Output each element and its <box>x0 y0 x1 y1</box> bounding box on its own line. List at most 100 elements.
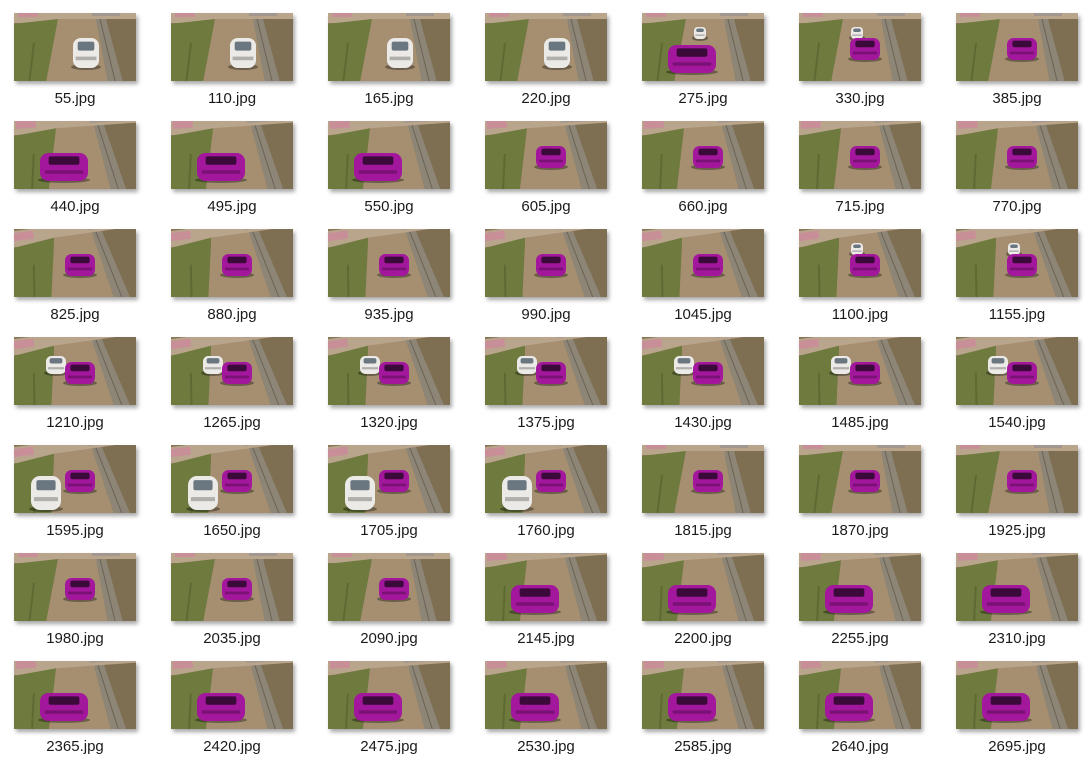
file-tile[interactable]: 1375.jpg <box>479 337 619 441</box>
file-tile[interactable]: 2145.jpg <box>479 553 619 657</box>
file-tile[interactable]: 2640.jpg <box>793 661 933 765</box>
file-tile[interactable]: 2035.jpg <box>165 553 305 657</box>
file-tile[interactable]: 770.jpg <box>950 121 1089 225</box>
file-tile[interactable]: 1045.jpg <box>636 229 776 333</box>
image-thumbnail[interactable] <box>14 661 136 729</box>
file-tile[interactable]: 2310.jpg <box>950 553 1089 657</box>
image-thumbnail[interactable] <box>956 445 1078 513</box>
file-tile[interactable]: 2365.jpg <box>8 661 148 765</box>
image-thumbnail[interactable] <box>799 445 921 513</box>
image-thumbnail[interactable] <box>485 553 607 621</box>
file-tile[interactable]: 1760.jpg <box>479 445 619 549</box>
file-tile[interactable]: 1650.jpg <box>165 445 305 549</box>
file-name-label: 1595.jpg <box>46 522 104 539</box>
file-tile[interactable]: 2420.jpg <box>165 661 305 765</box>
file-tile[interactable]: 1100.jpg <box>793 229 933 333</box>
image-thumbnail[interactable] <box>328 229 450 297</box>
image-thumbnail[interactable] <box>799 229 921 297</box>
image-thumbnail[interactable] <box>171 13 293 81</box>
file-tile[interactable]: 1815.jpg <box>636 445 776 549</box>
image-thumbnail[interactable] <box>171 337 293 405</box>
file-tile[interactable]: 330.jpg <box>793 13 933 117</box>
image-thumbnail[interactable] <box>642 553 764 621</box>
file-tile[interactable]: 1155.jpg <box>950 229 1089 333</box>
file-tile[interactable]: 1925.jpg <box>950 445 1089 549</box>
image-thumbnail[interactable] <box>14 229 136 297</box>
image-thumbnail[interactable] <box>642 229 764 297</box>
image-thumbnail[interactable] <box>328 661 450 729</box>
file-tile[interactable]: 1210.jpg <box>8 337 148 441</box>
file-tile[interactable]: 1870.jpg <box>793 445 933 549</box>
image-thumbnail[interactable] <box>14 445 136 513</box>
file-tile[interactable]: 825.jpg <box>8 229 148 333</box>
file-tile[interactable]: 605.jpg <box>479 121 619 225</box>
file-tile[interactable]: 660.jpg <box>636 121 776 225</box>
file-tile[interactable]: 2200.jpg <box>636 553 776 657</box>
file-tile[interactable]: 1540.jpg <box>950 337 1089 441</box>
file-tile[interactable]: 220.jpg <box>479 13 619 117</box>
file-tile[interactable]: 2530.jpg <box>479 661 619 765</box>
image-thumbnail[interactable] <box>642 121 764 189</box>
image-thumbnail[interactable] <box>485 229 607 297</box>
image-thumbnail[interactable] <box>642 445 764 513</box>
image-thumbnail[interactable] <box>956 229 1078 297</box>
image-thumbnail[interactable] <box>328 337 450 405</box>
image-thumbnail[interactable] <box>14 121 136 189</box>
file-tile[interactable]: 935.jpg <box>322 229 462 333</box>
file-tile[interactable]: 1265.jpg <box>165 337 305 441</box>
image-thumbnail[interactable] <box>14 13 136 81</box>
image-thumbnail[interactable] <box>956 661 1078 729</box>
file-tile[interactable]: 2585.jpg <box>636 661 776 765</box>
image-thumbnail[interactable] <box>171 445 293 513</box>
image-thumbnail[interactable] <box>485 661 607 729</box>
image-thumbnail[interactable] <box>799 13 921 81</box>
image-thumbnail[interactable] <box>171 121 293 189</box>
file-tile[interactable]: 990.jpg <box>479 229 619 333</box>
file-tile[interactable]: 1705.jpg <box>322 445 462 549</box>
image-thumbnail[interactable] <box>328 13 450 81</box>
image-thumbnail[interactable] <box>485 13 607 81</box>
image-thumbnail[interactable] <box>642 337 764 405</box>
image-thumbnail[interactable] <box>485 445 607 513</box>
image-thumbnail[interactable] <box>956 337 1078 405</box>
file-tile[interactable]: 715.jpg <box>793 121 933 225</box>
file-tile[interactable]: 2475.jpg <box>322 661 462 765</box>
image-thumbnail[interactable] <box>799 553 921 621</box>
image-thumbnail[interactable] <box>956 13 1078 81</box>
file-tile[interactable]: 550.jpg <box>322 121 462 225</box>
image-thumbnail[interactable] <box>328 553 450 621</box>
image-thumbnail[interactable] <box>799 337 921 405</box>
image-thumbnail[interactable] <box>956 121 1078 189</box>
file-name-label: 1320.jpg <box>360 414 418 431</box>
image-thumbnail[interactable] <box>485 337 607 405</box>
file-tile[interactable]: 275.jpg <box>636 13 776 117</box>
file-tile[interactable]: 2090.jpg <box>322 553 462 657</box>
image-thumbnail[interactable] <box>171 553 293 621</box>
image-thumbnail[interactable] <box>171 229 293 297</box>
file-tile[interactable]: 1980.jpg <box>8 553 148 657</box>
file-tile[interactable]: 880.jpg <box>165 229 305 333</box>
image-thumbnail[interactable] <box>328 445 450 513</box>
image-thumbnail[interactable] <box>14 337 136 405</box>
image-thumbnail[interactable] <box>328 121 450 189</box>
image-thumbnail[interactable] <box>14 553 136 621</box>
file-tile[interactable]: 1430.jpg <box>636 337 776 441</box>
file-tile[interactable]: 440.jpg <box>8 121 148 225</box>
file-tile[interactable]: 495.jpg <box>165 121 305 225</box>
image-thumbnail[interactable] <box>799 121 921 189</box>
image-thumbnail[interactable] <box>485 121 607 189</box>
file-tile[interactable]: 2695.jpg <box>950 661 1089 765</box>
file-tile[interactable]: 1595.jpg <box>8 445 148 549</box>
file-tile[interactable]: 1485.jpg <box>793 337 933 441</box>
image-thumbnail[interactable] <box>642 13 764 81</box>
file-tile[interactable]: 110.jpg <box>165 13 305 117</box>
file-tile[interactable]: 55.jpg <box>8 13 148 117</box>
image-thumbnail[interactable] <box>642 661 764 729</box>
image-thumbnail[interactable] <box>171 661 293 729</box>
file-tile[interactable]: 385.jpg <box>950 13 1089 117</box>
image-thumbnail[interactable] <box>956 553 1078 621</box>
file-tile[interactable]: 2255.jpg <box>793 553 933 657</box>
file-tile[interactable]: 165.jpg <box>322 13 462 117</box>
file-tile[interactable]: 1320.jpg <box>322 337 462 441</box>
image-thumbnail[interactable] <box>799 661 921 729</box>
